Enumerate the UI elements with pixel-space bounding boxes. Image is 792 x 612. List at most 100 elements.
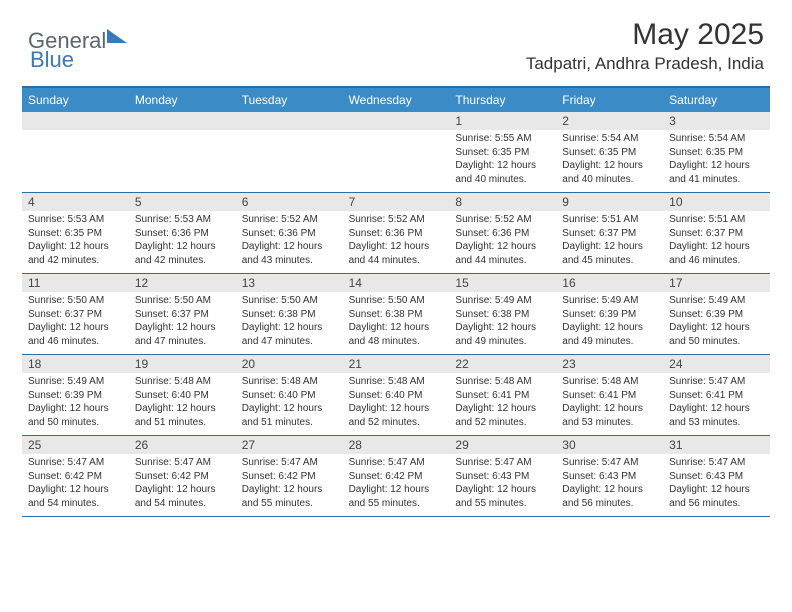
day-body <box>343 130 450 188</box>
day-cell: 22 Sunrise: 5:48 AMSunset: 6:41 PMDayligh… <box>449 355 556 435</box>
sunrise-text: Sunrise: 5:54 AM <box>562 132 657 146</box>
daylight-text: Daylight: 12 hours and 51 minutes. <box>135 402 230 429</box>
day-number: 20 <box>236 355 343 373</box>
day-cell: 20Sunrise: 5:48 AMSunset: 6:40 PMDayligh… <box>236 355 343 435</box>
daylight-text: Daylight: 12 hours and 45 minutes. <box>562 240 657 267</box>
sunset-text: Sunset: 6:39 PM <box>669 308 764 322</box>
day-number: 4 <box>22 193 129 211</box>
day-body: Sunrise: 5:47 AMSunset: 6:42 PMDaylight:… <box>129 454 236 516</box>
day-number: 14 <box>343 274 450 292</box>
day-body: Sunrise: 5:52 AMSunset: 6:36 PMDaylight:… <box>343 211 450 273</box>
day-number: 16 <box>556 274 663 292</box>
day-number: 6 <box>236 193 343 211</box>
daylight-text: Daylight: 12 hours and 50 minutes. <box>669 321 764 348</box>
day-body: Sunrise: 5:47 AMSunset: 6:42 PMDaylight:… <box>22 454 129 516</box>
day-number: 18 <box>22 355 129 373</box>
sunrise-text: Sunrise: 5:53 AM <box>28 213 123 227</box>
day-cell: 17 Sunrise: 5:49 AMSunset: 6:39 PMDayligh… <box>663 274 770 354</box>
day-cell: 16Sunrise: 5:49 AMSunset: 6:39 PMDayligh… <box>556 274 663 354</box>
sunset-text: Sunset: 6:43 PM <box>562 470 657 484</box>
calendar: SundayMondayTuesdayWednesdayThursdayFrid… <box>22 86 770 517</box>
day-number: 31 <box>663 436 770 454</box>
sunrise-text: Sunrise: 5:47 AM <box>455 456 550 470</box>
day-cell: 29Sunrise: 5:47 AMSunset: 6:43 PMDayligh… <box>449 436 556 516</box>
day-number: 8 <box>449 193 556 211</box>
weekday-header-row: SundayMondayTuesdayWednesdayThursdayFrid… <box>22 88 770 112</box>
daylight-text: Daylight: 12 hours and 41 minutes. <box>669 159 764 186</box>
sunset-text: Sunset: 6:41 PM <box>455 389 550 403</box>
day-number <box>129 112 236 130</box>
sunset-text: Sunset: 6:42 PM <box>28 470 123 484</box>
sunrise-text: Sunrise: 5:47 AM <box>669 456 764 470</box>
title-block: May 2025 Tadpatri, Andhra Pradesh, India <box>526 18 764 74</box>
day-body: Sunrise: 5:47 AMSunset: 6:41 PMDaylight:… <box>663 373 770 435</box>
sunrise-text: Sunrise: 5:48 AM <box>242 375 337 389</box>
logo-text-blue: Blue <box>30 47 74 73</box>
sunrise-text: Sunrise: 5:50 AM <box>135 294 230 308</box>
day-body: Sunrise: 5:48 AMSunset: 6:40 PMDaylight:… <box>343 373 450 435</box>
day-cell: 27Sunrise: 5:47 AMSunset: 6:42 PMDayligh… <box>236 436 343 516</box>
sunset-text: Sunset: 6:35 PM <box>28 227 123 241</box>
day-number <box>343 112 450 130</box>
day-cell: 8Sunrise: 5:52 AMSunset: 6:36 PMDaylight… <box>449 193 556 273</box>
daylight-text: Daylight: 12 hours and 56 minutes. <box>669 483 764 510</box>
sunset-text: Sunset: 6:36 PM <box>135 227 230 241</box>
daylight-text: Daylight: 12 hours and 54 minutes. <box>135 483 230 510</box>
day-number: 1 <box>449 112 556 130</box>
day-cell: 3Sunrise: 5:54 AMSunset: 6:35 PMDaylight… <box>663 112 770 192</box>
daylight-text: Daylight: 12 hours and 52 minutes. <box>455 402 550 429</box>
sunset-text: Sunset: 6:37 PM <box>562 227 657 241</box>
sunset-text: Sunset: 6:43 PM <box>455 470 550 484</box>
daylight-text: Daylight: 12 hours and 55 minutes. <box>242 483 337 510</box>
sunset-text: Sunset: 6:37 PM <box>28 308 123 322</box>
day-body <box>129 130 236 188</box>
day-cell: 18Sunrise: 5:49 AMSunset: 6:39 PMDayligh… <box>22 355 129 435</box>
sunrise-text: Sunrise: 5:47 AM <box>135 456 230 470</box>
day-body: Sunrise: 5:50 AMSunset: 6:38 PMDaylight:… <box>343 292 450 354</box>
day-cell: 6Sunrise: 5:52 AMSunset: 6:36 PMDaylight… <box>236 193 343 273</box>
week-row: 4Sunrise: 5:53 AMSunset: 6:35 PMDaylight… <box>22 193 770 274</box>
day-body: Sunrise: 5:48 AMSunset: 6:41 PMDaylight:… <box>556 373 663 435</box>
day-cell: 19Sunrise: 5:48 AMSunset: 6:40 PMDayligh… <box>129 355 236 435</box>
day-number: 26 <box>129 436 236 454</box>
day-body: Sunrise: 5:54 AMSunset: 6:35 PMDaylight:… <box>556 130 663 192</box>
day-number: 21 <box>343 355 450 373</box>
day-number: 27 <box>236 436 343 454</box>
day-number: 22 <box>449 355 556 373</box>
weekday-header: Monday <box>129 88 236 112</box>
sunset-text: Sunset: 6:40 PM <box>242 389 337 403</box>
day-body: Sunrise: 5:48 AMSunset: 6:40 PMDaylight:… <box>129 373 236 435</box>
day-number <box>22 112 129 130</box>
day-cell: 30Sunrise: 5:47 AMSunset: 6:43 PMDayligh… <box>556 436 663 516</box>
sunset-text: Sunset: 6:35 PM <box>455 146 550 160</box>
sunset-text: Sunset: 6:42 PM <box>349 470 444 484</box>
day-body: Sunrise: 5:53 AMSunset: 6:36 PMDaylight:… <box>129 211 236 273</box>
sunrise-text: Sunrise: 5:48 AM <box>455 375 550 389</box>
sunrise-text: Sunrise: 5:50 AM <box>242 294 337 308</box>
daylight-text: Daylight: 12 hours and 52 minutes. <box>349 402 444 429</box>
sunset-text: Sunset: 6:39 PM <box>28 389 123 403</box>
day-cell: 7Sunrise: 5:52 AMSunset: 6:36 PMDaylight… <box>343 193 450 273</box>
day-cell: 31Sunrise: 5:47 AMSunset: 6:43 PMDayligh… <box>663 436 770 516</box>
sunset-text: Sunset: 6:36 PM <box>242 227 337 241</box>
sunrise-text: Sunrise: 5:49 AM <box>669 294 764 308</box>
sunrise-text: Sunrise: 5:48 AM <box>135 375 230 389</box>
daylight-text: Daylight: 12 hours and 55 minutes. <box>455 483 550 510</box>
day-body: Sunrise: 5:47 AMSunset: 6:43 PMDaylight:… <box>449 454 556 516</box>
weekday-header: Tuesday <box>236 88 343 112</box>
week-row: 11Sunrise: 5:50 AMSunset: 6:37 PMDayligh… <box>22 274 770 355</box>
day-number: 15 <box>449 274 556 292</box>
location: Tadpatri, Andhra Pradesh, India <box>526 54 764 74</box>
sunset-text: Sunset: 6:37 PM <box>669 227 764 241</box>
sunset-text: Sunset: 6:38 PM <box>242 308 337 322</box>
daylight-text: Daylight: 12 hours and 44 minutes. <box>455 240 550 267</box>
day-body: Sunrise: 5:48 AMSunset: 6:40 PMDaylight:… <box>236 373 343 435</box>
sunset-text: Sunset: 6:42 PM <box>135 470 230 484</box>
daylight-text: Daylight: 12 hours and 42 minutes. <box>28 240 123 267</box>
day-cell: 1Sunrise: 5:55 AMSunset: 6:35 PMDaylight… <box>449 112 556 192</box>
header: General May 2025 Tadpatri, Andhra Prades… <box>0 0 792 78</box>
day-number: 17 <box>663 274 770 292</box>
day-body: Sunrise: 5:54 AMSunset: 6:35 PMDaylight:… <box>663 130 770 192</box>
daylight-text: Daylight: 12 hours and 55 minutes. <box>349 483 444 510</box>
day-number: 5 <box>129 193 236 211</box>
